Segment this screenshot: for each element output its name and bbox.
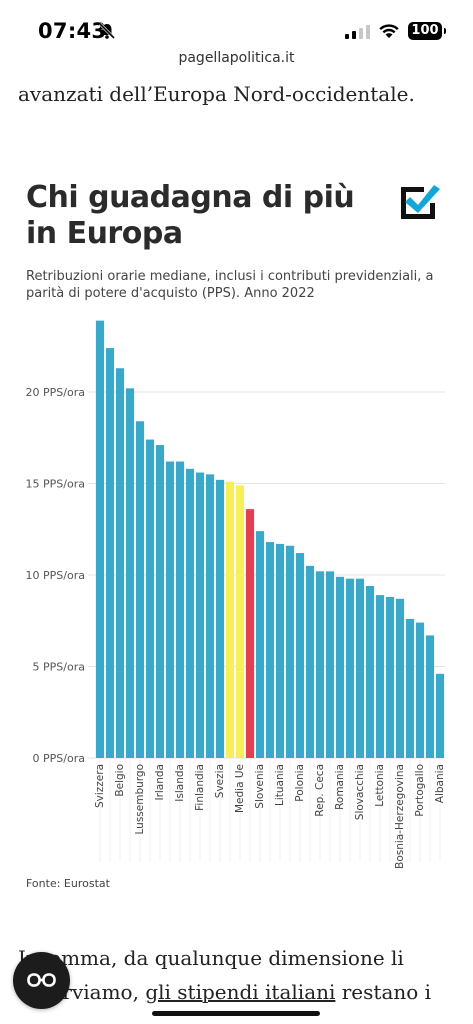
bar <box>395 598 405 758</box>
bar <box>325 571 335 758</box>
x-category-label: Lussemburgo <box>134 764 146 835</box>
bar <box>415 622 425 758</box>
x-category-label: Slovenia <box>254 764 266 809</box>
bar <box>175 461 185 758</box>
y-tick-label: 20 PPS/ora <box>26 386 85 399</box>
bar <box>195 472 205 758</box>
bar <box>435 673 445 758</box>
address-bar[interactable]: pagellapolitica.it <box>0 50 473 72</box>
bar <box>425 635 435 758</box>
bar <box>165 461 175 758</box>
y-tick-label: 0 PPS/ora <box>33 752 85 765</box>
bar <box>205 474 215 758</box>
x-category-label: Portogallo <box>414 764 426 817</box>
x-category-label: Belgio <box>114 764 126 797</box>
y-tick-label: 10 PPS/ora <box>26 569 85 582</box>
x-category-label: Lettonia <box>374 764 386 807</box>
bar <box>365 585 375 758</box>
bar <box>315 571 325 758</box>
bar <box>335 576 345 758</box>
bar <box>285 545 295 758</box>
bar-chart: 0 PPS/ora 5 PPS/ora 10 PPS/ora 15 PPS/ora 20… <box>26 320 446 869</box>
bar <box>295 553 305 758</box>
home-indicator <box>152 1011 320 1016</box>
x-category-label: Lituania <box>274 764 286 806</box>
x-category-label: Bosnia-Herzegovina <box>394 764 406 869</box>
x-category-label: Romania <box>334 764 346 810</box>
bar <box>385 596 395 758</box>
x-category-label: Svizzera <box>94 764 106 808</box>
bar <box>305 565 315 758</box>
status-bar: 07:43 100 <box>0 0 473 50</box>
chart-source: Fonte: Eurostat <box>26 877 110 890</box>
article-link[interactable]: gli stipendi italiani <box>145 980 336 1004</box>
wifi-icon <box>379 24 399 38</box>
article-line-suffix: restano i <box>335 980 432 1004</box>
bar <box>215 479 225 758</box>
status-time: 07:43 <box>38 19 107 43</box>
x-category-label: Svezia <box>214 764 226 798</box>
bar <box>115 368 125 758</box>
bar <box>345 578 355 758</box>
bar <box>185 468 195 758</box>
battery-icon: 100 <box>408 22 446 40</box>
article-line: Insomma, da qualunque dimensione li <box>18 946 404 970</box>
x-category-label: Islanda <box>174 764 186 802</box>
y-tick-label: 5 PPS/ora <box>33 661 85 674</box>
bar <box>105 348 115 758</box>
cellular-signal-icon <box>345 25 370 39</box>
x-category-label: Irlanda <box>154 764 166 801</box>
bar <box>235 485 245 758</box>
article-line: avanzati dell’Europa Nord-occidentale. <box>18 82 415 106</box>
x-category-label: Polonia <box>294 764 306 802</box>
x-category-label: Rep. Ceca <box>314 764 326 817</box>
bar <box>355 578 365 758</box>
chart-subtitle: Retribuzioni orarie mediane, inclusi i c… <box>26 269 434 301</box>
bar <box>225 481 235 758</box>
bar <box>245 509 255 758</box>
bar <box>125 388 135 758</box>
chart-title: Chi guadagna di più in Europa <box>26 180 355 251</box>
bar <box>275 543 285 758</box>
reader-mode-button[interactable] <box>13 952 70 1009</box>
bar <box>155 445 165 758</box>
x-category-label: Finlandia <box>194 764 206 811</box>
x-category-label: Media Ue <box>234 764 246 813</box>
article-line: osserviamo, gli stipendi italiani restan… <box>18 975 458 1009</box>
checkbox-logo-icon <box>401 185 440 219</box>
bell-slash-icon <box>98 22 116 40</box>
reader-glasses-icon <box>27 973 56 987</box>
y-tick-label: 15 PPS/ora <box>26 478 85 491</box>
x-category-label: Albania <box>434 764 446 803</box>
bar <box>255 531 265 758</box>
article-paragraph-bottom: Insomma, da qualunque dimensione li osse… <box>18 941 458 1009</box>
bar <box>135 421 145 758</box>
bar <box>95 320 105 758</box>
bar <box>265 542 275 758</box>
bar <box>405 618 415 758</box>
x-category-label: Slovacchia <box>354 764 366 820</box>
bar <box>375 595 385 758</box>
bar <box>145 439 155 758</box>
